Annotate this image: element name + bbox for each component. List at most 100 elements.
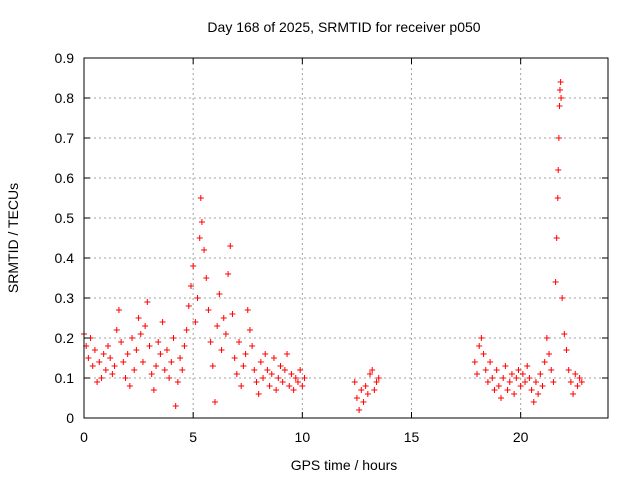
data-point [572, 371, 579, 377]
data-point [563, 347, 570, 353]
data-point [231, 355, 238, 361]
data-point [574, 383, 581, 389]
data-point [543, 335, 550, 341]
data-point [556, 103, 563, 109]
data-point [242, 351, 249, 357]
data-point [480, 351, 487, 357]
data-point [115, 307, 122, 313]
data-point [471, 359, 478, 365]
data-point [170, 335, 177, 341]
data-point [277, 363, 284, 369]
data-point [218, 347, 225, 353]
y-tick-label: 0.6 [55, 170, 75, 186]
data-point [196, 235, 203, 241]
data-point [550, 379, 557, 385]
data-point [275, 375, 282, 381]
x-axis-label: GPS time / hours [291, 457, 398, 473]
data-point [556, 87, 563, 93]
data-point [150, 387, 157, 393]
data-point [214, 323, 221, 329]
data-point [270, 355, 277, 361]
data-point [96, 359, 103, 365]
data-point [264, 367, 271, 373]
data-point [111, 363, 118, 369]
data-point [148, 371, 155, 377]
y-tick-label: 0.2 [55, 330, 75, 346]
y-tick-label: 0 [66, 410, 74, 426]
data-point [358, 387, 365, 393]
data-point [356, 407, 363, 413]
data-point [546, 351, 553, 357]
data-point [364, 391, 371, 397]
data-point [135, 315, 142, 321]
data-point [113, 327, 120, 333]
y-tick-label: 0.1 [55, 370, 75, 386]
data-point [353, 395, 360, 401]
data-point [519, 371, 526, 377]
data-point [570, 391, 577, 397]
data-point [559, 295, 566, 301]
x-tick-label: 10 [295, 429, 311, 445]
data-point [292, 375, 299, 381]
data-point [190, 263, 197, 269]
data-point [288, 371, 295, 377]
y-tick-label: 0.7 [55, 130, 75, 146]
data-point [122, 375, 129, 381]
data-point [168, 359, 175, 365]
data-point [286, 383, 293, 389]
data-point [181, 343, 188, 349]
plot-frame [83, 57, 609, 419]
data-point [91, 347, 98, 353]
data-point [301, 375, 308, 381]
y-axis-label: SRMTID / TECUs [5, 183, 21, 293]
data-point [565, 367, 572, 373]
data-point [212, 399, 218, 405]
data-point [142, 323, 149, 329]
data-point [216, 291, 223, 297]
data-point [207, 339, 214, 345]
data-point [155, 339, 162, 345]
data-point [373, 379, 380, 385]
data-point [253, 379, 260, 385]
data-point [578, 379, 585, 385]
data-point [157, 351, 164, 357]
data-point [268, 371, 275, 377]
data-point [369, 367, 376, 373]
x-tick-label: 0 [80, 429, 88, 445]
data-point [362, 383, 369, 389]
data-point [249, 343, 256, 349]
data-point [498, 395, 505, 401]
data-point [244, 307, 251, 313]
data-point [511, 391, 518, 397]
data-point [558, 95, 565, 101]
data-point [478, 335, 485, 341]
data-point [294, 379, 301, 385]
data-point [124, 351, 131, 357]
data-point [262, 351, 269, 357]
data-point [266, 383, 273, 389]
data-point [548, 367, 555, 373]
data-point [552, 279, 559, 285]
data-point [495, 383, 502, 389]
data-point [535, 391, 542, 397]
data-point [371, 387, 378, 393]
data-point [201, 247, 208, 253]
x-tick-label: 20 [513, 429, 529, 445]
data-point [360, 399, 367, 405]
data-point [532, 379, 539, 385]
data-point [555, 135, 562, 141]
data-point [541, 359, 548, 365]
data-point [517, 383, 524, 389]
data-point [279, 379, 286, 385]
data-point [522, 379, 529, 385]
data-point [192, 319, 199, 325]
data-point [126, 383, 133, 389]
y-tick-label: 0.5 [55, 210, 75, 226]
data-point [281, 367, 288, 373]
data-point [203, 275, 210, 281]
data-point [506, 379, 513, 385]
data-point [85, 355, 92, 361]
data-point [553, 235, 560, 241]
data-point [102, 367, 109, 373]
